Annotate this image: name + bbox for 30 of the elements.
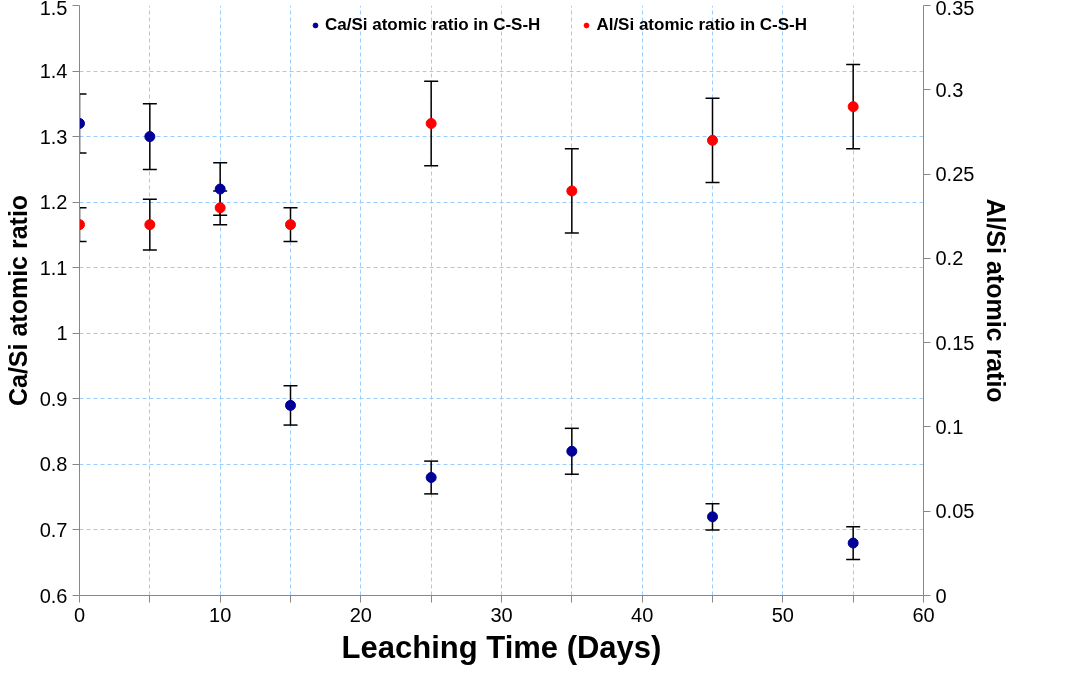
y-tick-label: 0.8 [39, 453, 68, 476]
legend-label: Ca/Si atomic ratio in C-S-H [325, 15, 541, 35]
x-tick-label: 50 [771, 603, 794, 626]
y-tick-label: 0.6 [39, 584, 68, 607]
legend-label: Al/Si atomic ratio in C-S-H [596, 15, 808, 35]
y2-tick-label: 0.35 [935, 0, 975, 19]
y2-tick-label: 0 [935, 584, 947, 607]
y2-tick-label: 0.3 [935, 78, 964, 101]
y-axis-title: Ca/Si atomic ratio [3, 194, 32, 407]
x-axis-title: Leaching Time (Days) [341, 629, 662, 665]
y2-tick-label: 0.15 [935, 331, 975, 354]
y-tick-label: 0.9 [39, 387, 68, 410]
x-tick-label: 20 [349, 603, 372, 626]
y2-tick-label: 0.2 [935, 247, 964, 270]
y-tick-label: 1.4 [39, 60, 68, 83]
x-tick-label: 30 [490, 603, 513, 626]
x-tick-label: 40 [631, 603, 654, 626]
x-tick-label: 60 [912, 603, 935, 626]
y-tick-label: 1.2 [39, 191, 68, 214]
y2-tick-label: 0.25 [935, 163, 975, 186]
y-tick-label: 1.3 [39, 125, 68, 148]
y-tick-label: 1.5 [39, 0, 68, 19]
y-tick-label: 0.7 [39, 518, 68, 541]
y2-tick-label: 0.05 [935, 500, 975, 523]
y-tick-label: 1.1 [39, 256, 68, 279]
y2-axis-title: Al/Si atomic ratio [982, 198, 1011, 403]
x-tick-label: 0 [73, 603, 86, 626]
y-tick-label: 1 [56, 322, 68, 345]
x-tick-label: 10 [209, 603, 232, 626]
y2-tick-label: 0.1 [935, 415, 964, 438]
